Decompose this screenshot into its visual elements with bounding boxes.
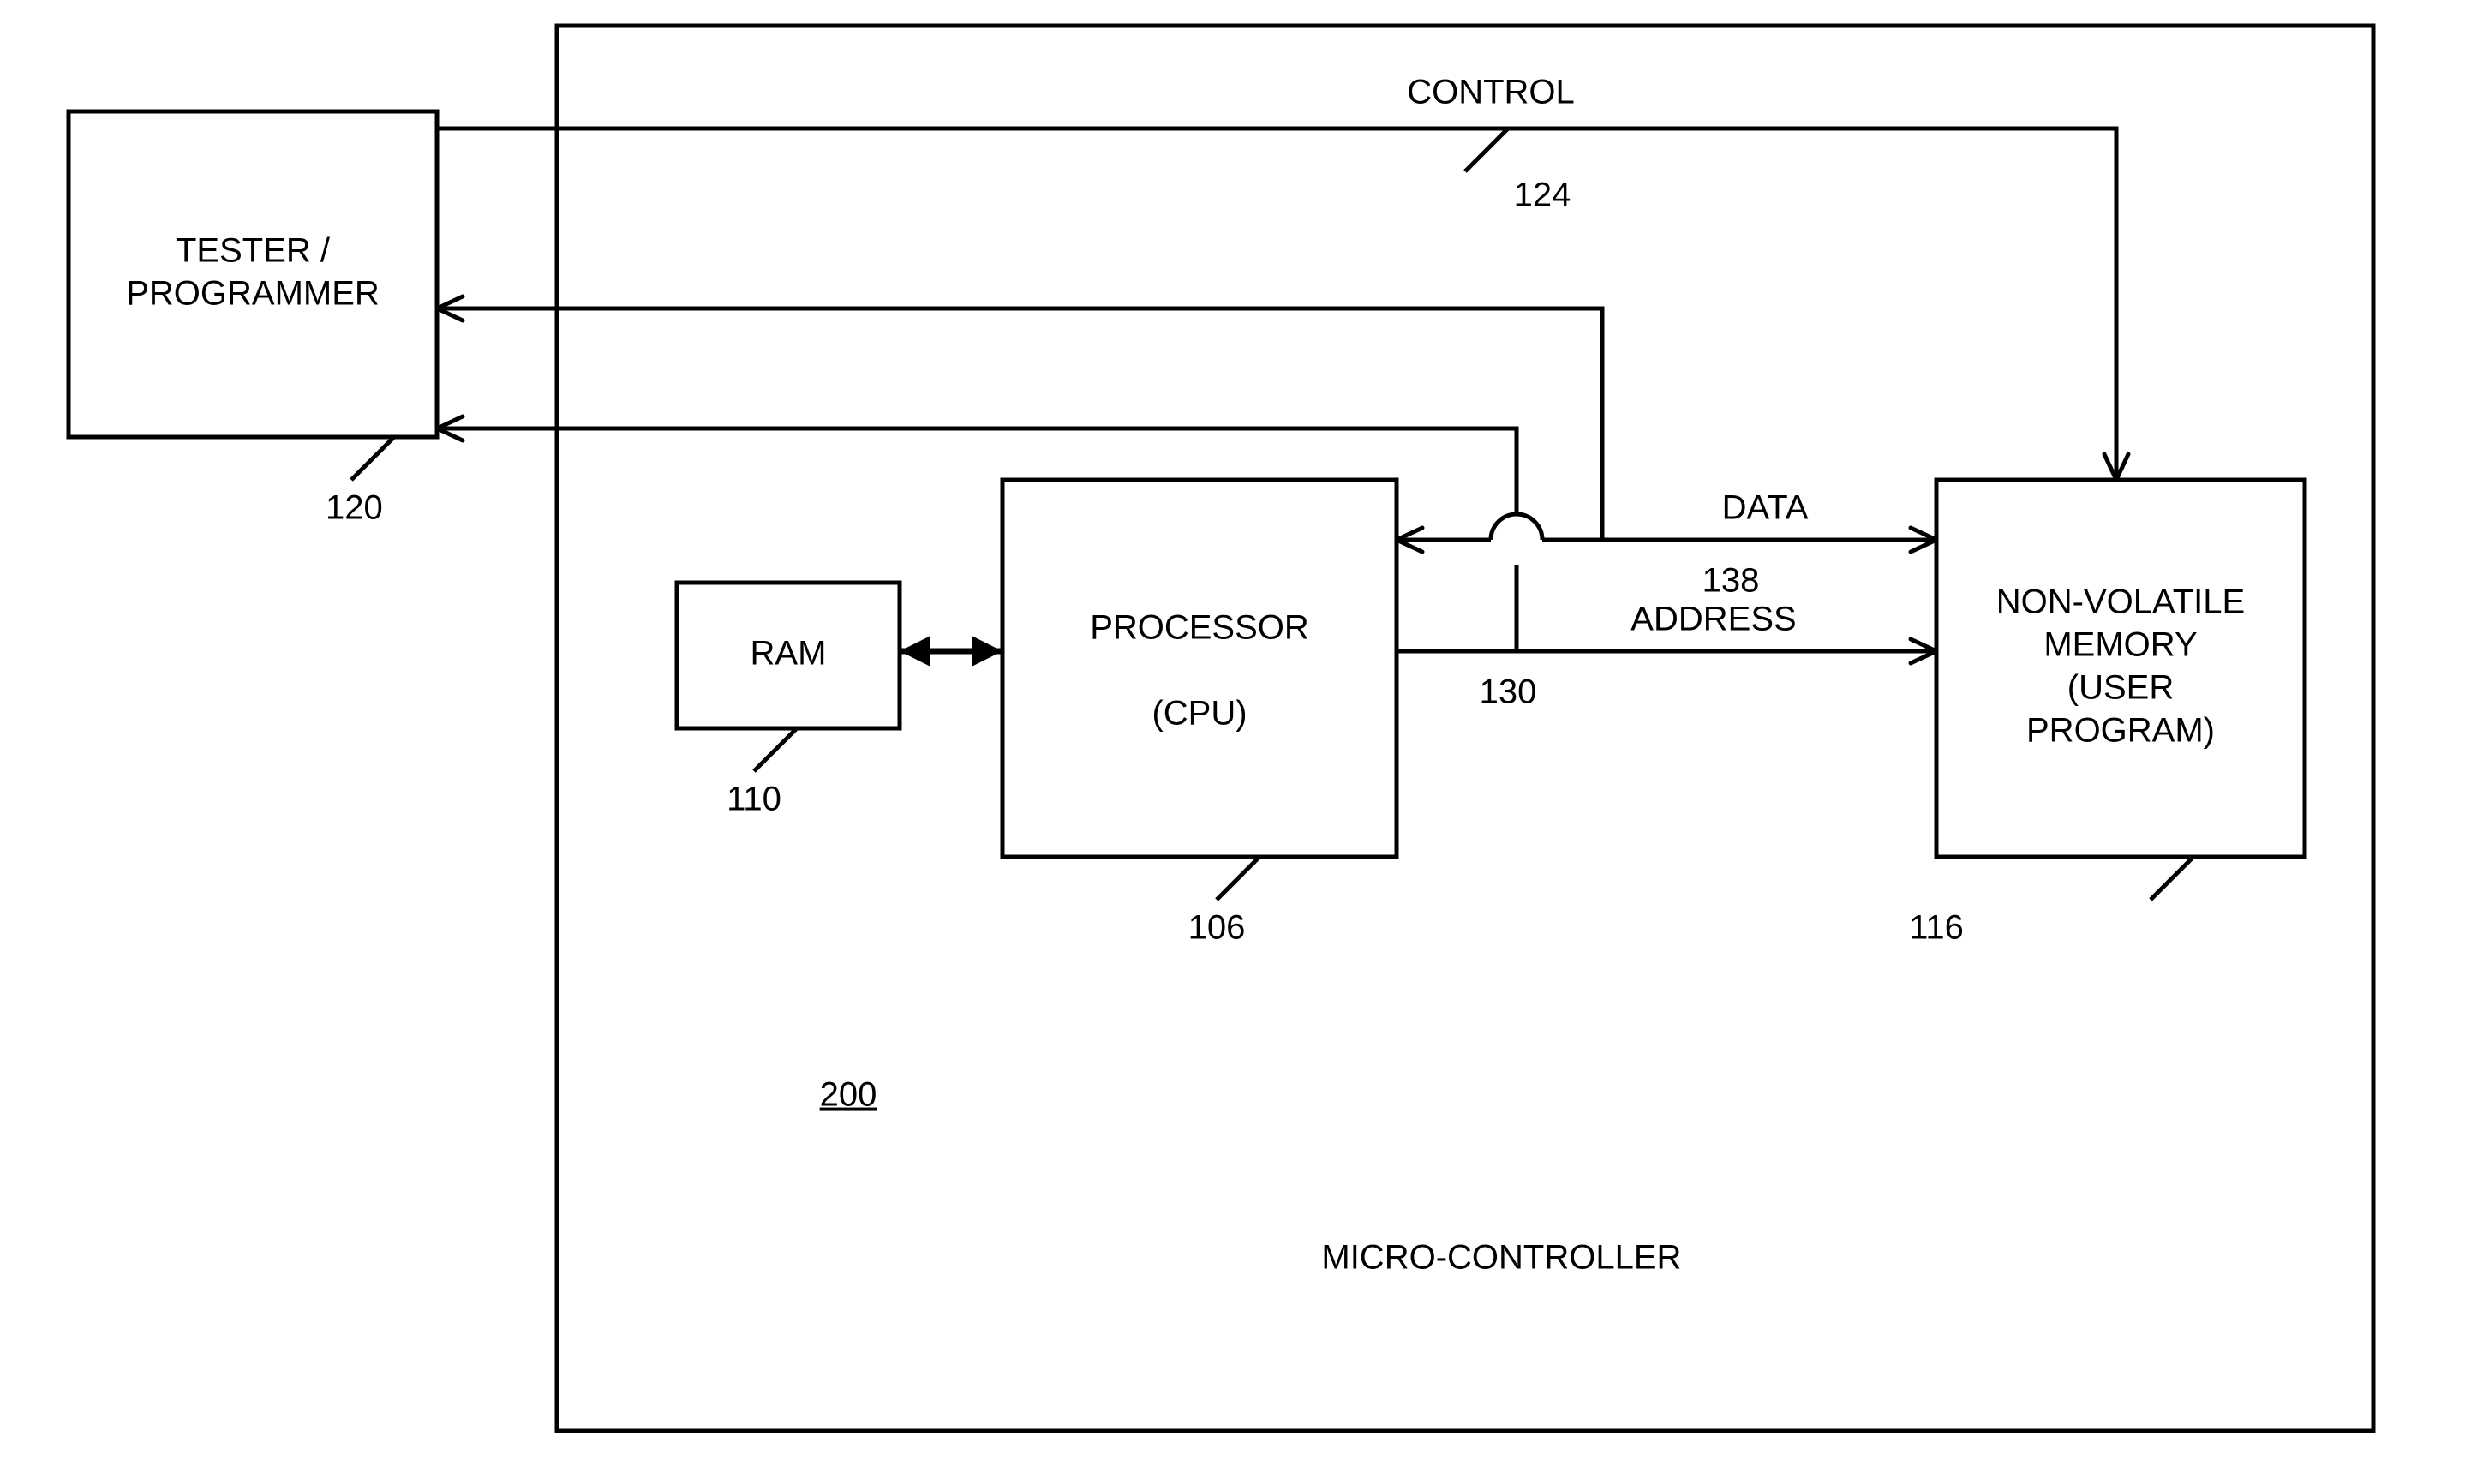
tester-label-2: PROGRAMMER [126, 275, 380, 313]
nvmem-ref: 116 [1909, 909, 1964, 947]
nvmem-label-2: MEMORY [2043, 626, 2197, 664]
data-ref: 138 [1702, 562, 1760, 600]
microcontroller-label: MICRO-CONTROLLER [1321, 1239, 1681, 1277]
control-ref: 124 [1514, 177, 1571, 214]
nvmem-label-4: PROGRAM) [2026, 712, 2215, 750]
nvmem-label-1: NON-VOLATILE [1996, 583, 2245, 621]
processor-label-2: (CPU) [1152, 695, 1247, 733]
data-label: DATA [1722, 489, 1809, 527]
nvmem-label-3: (USER [2067, 669, 2174, 707]
control-label: CONTROL [1407, 74, 1575, 111]
tester-label-1: TESTER / [176, 232, 331, 270]
ram-label: RAM [751, 635, 827, 673]
address-ref: 130 [1480, 673, 1537, 711]
address-label: ADDRESS [1630, 601, 1796, 638]
tester-ref: 120 [326, 489, 383, 527]
ram-ref: 110 [727, 781, 781, 818]
microcontroller-ref: 200 [820, 1076, 877, 1114]
processor-box [1002, 480, 1397, 857]
processor-ref: 106 [1188, 909, 1246, 947]
processor-label-1: PROCESSOR [1090, 609, 1309, 647]
tester-ref-tick [351, 437, 394, 480]
